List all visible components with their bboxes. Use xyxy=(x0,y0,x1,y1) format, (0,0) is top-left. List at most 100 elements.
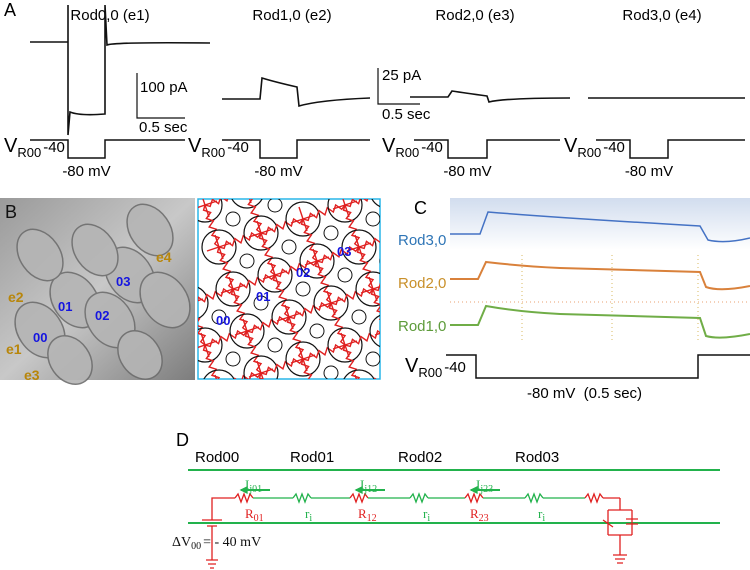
junction xyxy=(232,273,276,292)
protocol-v: VR00 -40 xyxy=(188,135,249,160)
electrode-label: e4 xyxy=(156,249,172,265)
protocol-line xyxy=(30,139,185,159)
electrode-label: e2 xyxy=(8,289,24,305)
junction xyxy=(387,177,429,192)
rod-label: 00 xyxy=(33,330,47,345)
small-cell xyxy=(225,351,241,367)
junction xyxy=(342,204,361,248)
protocol-line xyxy=(446,354,750,379)
cross xyxy=(368,276,378,302)
big-cell xyxy=(201,229,237,265)
junction xyxy=(233,371,262,379)
cross xyxy=(298,346,308,372)
voltage-label: ΔV00 = - 40 mV xyxy=(172,535,261,552)
protocol-line xyxy=(414,139,560,159)
small-cell xyxy=(309,323,325,339)
rod-label: Rod03 xyxy=(515,449,559,466)
scale-bar xyxy=(136,73,185,119)
resistor xyxy=(409,492,429,504)
panel-a: A Rod0,0 (e1) Rod1,0 (e2) Rod2,0 (e3) Ro… xyxy=(4,0,745,180)
protocol-line xyxy=(596,139,745,159)
cross xyxy=(375,187,399,195)
small-cell xyxy=(267,199,283,213)
protocol-step: -80 mV xyxy=(443,163,491,180)
small-cell xyxy=(323,225,339,241)
v: V xyxy=(4,135,18,157)
protocol-step: -80 mV xyxy=(62,163,110,180)
junction xyxy=(216,246,235,290)
big-cell xyxy=(313,285,349,321)
junction xyxy=(342,344,361,379)
trace xyxy=(30,4,211,136)
small-cell xyxy=(380,394,394,408)
protocol-line xyxy=(222,139,370,159)
small-cell xyxy=(365,351,380,367)
big-cell xyxy=(215,271,251,307)
cross xyxy=(207,383,231,391)
big-cell xyxy=(299,243,335,279)
rod-label: Rod01 xyxy=(290,449,334,466)
arrow-head xyxy=(354,485,363,495)
electrode-label: e1 xyxy=(6,341,22,357)
big-cell xyxy=(369,314,380,348)
rod-label: 03 xyxy=(337,244,351,259)
cross xyxy=(383,319,391,343)
junction xyxy=(218,387,233,429)
junction xyxy=(204,199,236,208)
junction xyxy=(246,315,290,334)
junction xyxy=(202,344,221,379)
cross xyxy=(198,298,204,302)
junction xyxy=(288,301,332,320)
schematic-group xyxy=(198,177,429,429)
membrane xyxy=(602,498,638,564)
junction xyxy=(272,274,291,318)
junction xyxy=(316,245,360,264)
rod-label: 02 xyxy=(296,265,310,280)
resistor-label: ri xyxy=(423,506,430,524)
cross xyxy=(242,318,252,344)
scale-label: 0.5 sec xyxy=(139,119,188,136)
big-cell xyxy=(203,369,235,379)
cross xyxy=(340,332,350,358)
noise-band xyxy=(450,198,750,250)
junction xyxy=(247,199,263,234)
junction xyxy=(274,259,318,278)
v: V xyxy=(564,135,578,157)
v-sub: R00 xyxy=(17,145,41,160)
resistor xyxy=(524,492,544,504)
small-cell xyxy=(408,338,422,352)
resistor-label: R01 xyxy=(245,506,264,524)
big-cell xyxy=(198,327,223,363)
panel-label: D xyxy=(176,430,189,450)
protocol-v: VR00 -40 xyxy=(405,355,466,380)
small-cell xyxy=(379,258,380,264)
junction xyxy=(258,232,277,276)
big-cell xyxy=(285,341,321,377)
big-cell xyxy=(271,299,307,335)
v-sub: R00 xyxy=(201,145,225,160)
big-cell xyxy=(243,215,279,251)
hold: -40 xyxy=(227,139,249,156)
junction xyxy=(300,218,319,262)
trace-label: Rod3,0 xyxy=(398,232,446,249)
resistor-label: R12 xyxy=(358,506,377,524)
v-sub: R00 xyxy=(395,145,419,160)
junction xyxy=(314,260,333,304)
protocol-v: VR00 -40 xyxy=(4,135,65,160)
junction xyxy=(302,343,346,362)
cross xyxy=(200,332,210,358)
junction xyxy=(344,329,380,348)
cross xyxy=(312,248,322,274)
cross xyxy=(347,383,371,391)
rod-label: Rod02 xyxy=(398,449,442,466)
v: V xyxy=(382,135,396,157)
junction xyxy=(286,316,305,360)
rod-label: 01 xyxy=(256,289,270,304)
big-cell xyxy=(327,327,363,363)
small-cell xyxy=(394,296,408,310)
big-cell xyxy=(229,313,265,349)
v-sub: R00 xyxy=(577,145,601,160)
hold: -40 xyxy=(421,139,443,156)
cross xyxy=(256,360,264,379)
junction xyxy=(330,287,374,306)
